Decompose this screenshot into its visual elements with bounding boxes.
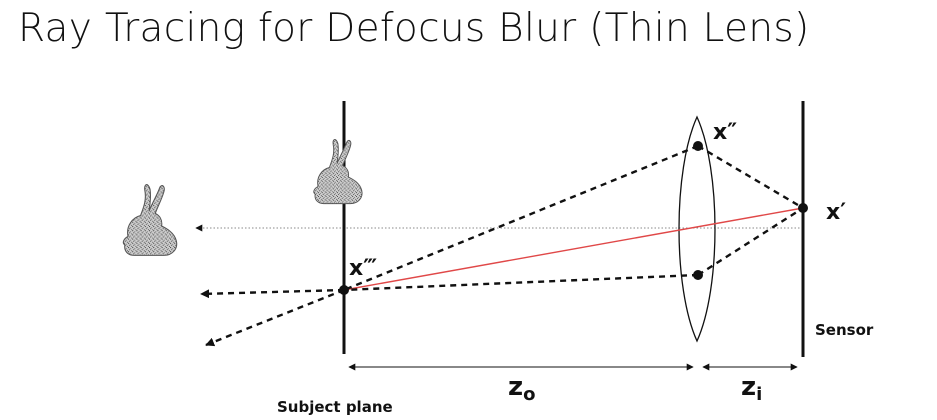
ray-extension-diagonal [205, 288, 345, 347]
label-x-prime: x′ [826, 200, 846, 225]
ray-bottom-lens-to-sensor [697, 206, 804, 277]
ray-top-lens-to-sensor [697, 144, 804, 210]
thin-lens [678, 115, 716, 343]
label-sensor: Sensor [815, 321, 874, 339]
label-x-triple-prime: x‴ [349, 256, 377, 281]
ray-top-lens-to-subject [343, 144, 699, 292]
point-x-triple-prime [339, 285, 349, 295]
label-subject-plane: Subject plane [277, 398, 393, 416]
label-zo: zo [508, 372, 536, 405]
ray-bottom-lens-to-subject [343, 273, 699, 292]
bunny-icon [122, 184, 178, 256]
chief-ray [343, 207, 804, 291]
label-zi: zi [741, 372, 762, 405]
slide-title: Ray Tracing for Defocus Blur (Thin Lens) [18, 6, 810, 51]
point-x-double-prime [693, 141, 703, 151]
point-x-prime [798, 203, 808, 213]
label-x-double-prime: x″ [713, 120, 737, 145]
ray-extension-horizontal [200, 288, 345, 299]
point-lens-lower [693, 270, 703, 280]
bunny-icon [313, 139, 363, 205]
